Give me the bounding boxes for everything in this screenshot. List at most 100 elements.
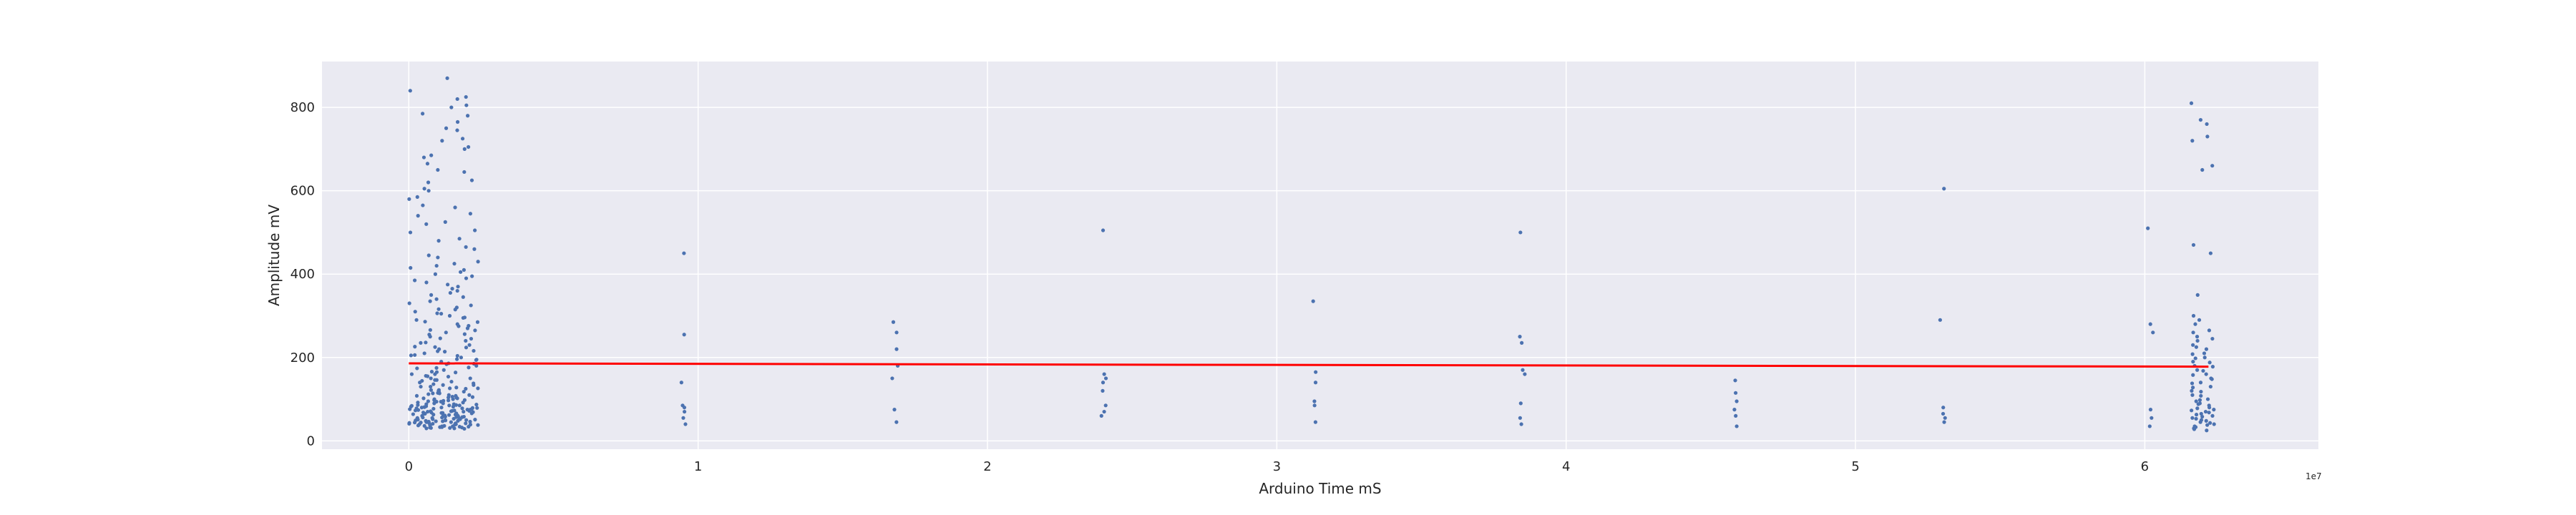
data-point — [1518, 401, 1523, 406]
data-point — [457, 324, 461, 328]
data-point — [435, 311, 439, 315]
trend-line-group — [409, 362, 2209, 368]
data-point — [1099, 413, 1103, 418]
data-point — [464, 245, 468, 249]
data-point — [452, 416, 456, 421]
data-point — [468, 376, 472, 381]
data-point — [431, 417, 435, 421]
data-point — [681, 416, 686, 420]
data-point — [455, 396, 459, 401]
data-point — [421, 203, 425, 207]
data-point — [462, 147, 467, 151]
data-point — [2190, 381, 2195, 386]
data-point — [429, 370, 434, 374]
data-point — [431, 421, 435, 426]
data-point — [449, 105, 454, 109]
data-point — [444, 330, 448, 335]
data-point — [414, 393, 419, 398]
plot-area — [322, 62, 2318, 449]
data-point — [454, 357, 459, 361]
data-point — [416, 214, 420, 218]
data-point — [434, 297, 439, 301]
data-point — [428, 423, 432, 427]
data-point — [2197, 398, 2202, 402]
data-point — [1312, 399, 1317, 403]
data-point — [1103, 403, 1108, 408]
x-tick-label: 6 — [2141, 459, 2149, 474]
data-point — [439, 311, 444, 316]
data-point — [2203, 409, 2208, 414]
data-point — [2190, 416, 2195, 420]
data-point — [2204, 347, 2209, 351]
data-point — [466, 144, 471, 149]
data-point — [409, 372, 414, 376]
data-point — [459, 426, 464, 430]
data-point — [2208, 384, 2212, 389]
data-point — [455, 97, 459, 102]
data-points — [407, 76, 2216, 433]
data-point — [409, 403, 414, 408]
data-point — [2205, 397, 2210, 401]
data-point — [469, 336, 474, 341]
data-point — [428, 299, 432, 303]
data-point — [434, 263, 439, 268]
data-point — [2202, 351, 2207, 355]
data-point — [2147, 424, 2152, 428]
data-point — [461, 315, 465, 320]
data-point — [474, 358, 479, 362]
data-point — [464, 276, 469, 280]
data-point — [429, 411, 434, 415]
y-axis-label: Amplitude mV — [265, 205, 283, 306]
data-point — [2191, 313, 2196, 318]
tick-labels: 0 1 2 3 4 5 6 0 200 400 600 800 — [291, 100, 2149, 474]
data-point — [450, 287, 454, 291]
data-point — [2190, 393, 2195, 397]
data-point — [894, 347, 899, 351]
data-point — [448, 290, 452, 295]
data-point — [2193, 322, 2197, 326]
data-point — [1520, 340, 1524, 345]
data-point — [436, 255, 440, 260]
data-point — [472, 381, 476, 386]
data-point — [423, 320, 427, 324]
data-point — [476, 260, 480, 264]
data-point — [447, 313, 452, 318]
data-point — [424, 280, 429, 285]
data-point — [422, 187, 426, 191]
data-point — [894, 330, 899, 335]
data-point — [467, 393, 472, 397]
data-point — [436, 307, 441, 311]
x-tick-label: 4 — [1562, 459, 1570, 474]
data-point — [461, 401, 465, 405]
data-point — [2191, 373, 2195, 377]
data-point — [408, 230, 413, 235]
data-point — [476, 386, 480, 391]
data-point — [2190, 352, 2195, 356]
data-point — [454, 371, 458, 375]
data-point — [441, 413, 445, 418]
data-point — [2199, 418, 2204, 422]
data-point — [473, 328, 477, 333]
data-point — [438, 336, 442, 340]
data-point — [426, 180, 431, 185]
data-point — [680, 403, 685, 408]
data-point — [408, 89, 412, 93]
data-point — [441, 368, 446, 372]
data-point — [413, 310, 417, 314]
x-tick-label: 1 — [694, 459, 702, 474]
data-point — [2208, 421, 2212, 425]
data-point — [445, 76, 449, 80]
data-point — [416, 403, 420, 407]
data-point — [464, 421, 468, 426]
data-point — [448, 426, 452, 430]
data-point — [2204, 418, 2208, 423]
data-point — [457, 237, 462, 241]
data-point — [469, 407, 474, 411]
data-point — [459, 355, 464, 360]
data-point — [455, 128, 459, 132]
data-point — [682, 333, 686, 337]
data-point — [1102, 409, 1106, 414]
data-point — [1735, 424, 1739, 428]
x-tick-label: 3 — [1273, 459, 1281, 474]
